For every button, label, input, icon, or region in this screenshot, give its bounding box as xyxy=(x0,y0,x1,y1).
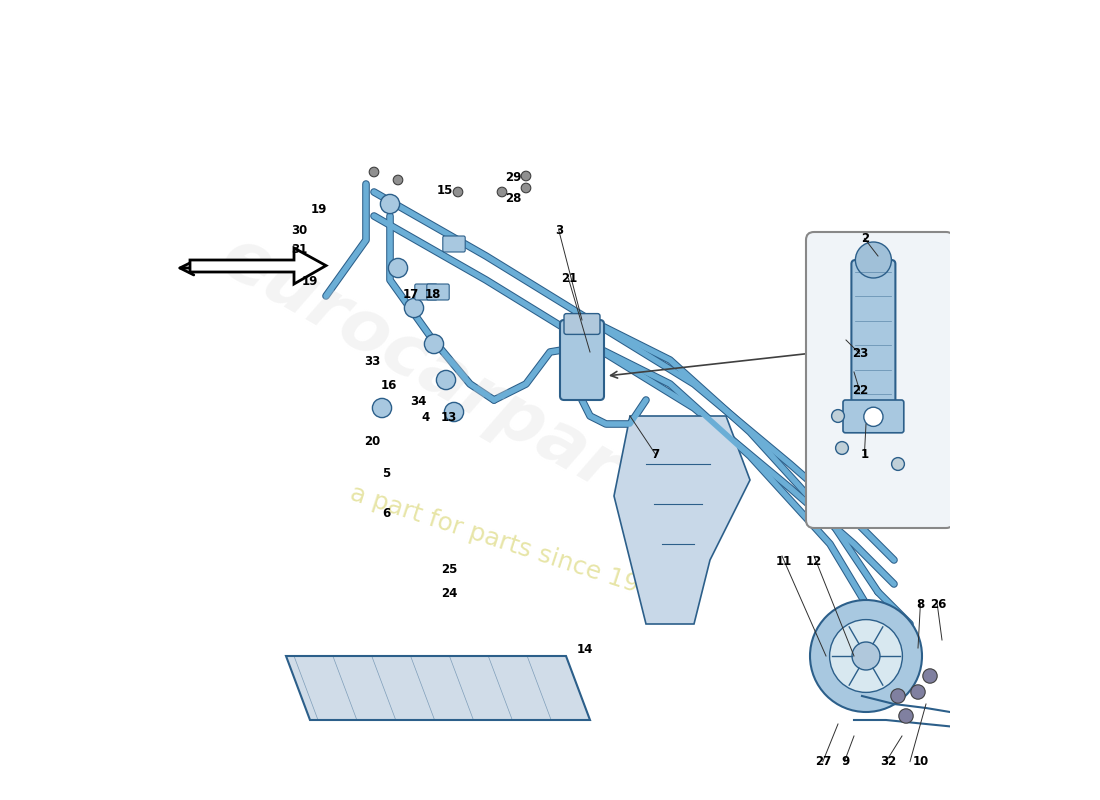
Text: 26: 26 xyxy=(930,598,946,610)
Text: 2: 2 xyxy=(861,232,869,245)
Text: 21: 21 xyxy=(561,272,578,285)
Circle shape xyxy=(911,685,925,699)
FancyBboxPatch shape xyxy=(843,400,904,433)
Circle shape xyxy=(892,458,904,470)
Text: 15: 15 xyxy=(437,184,452,197)
Text: 13: 13 xyxy=(441,411,458,424)
Polygon shape xyxy=(614,416,750,624)
Text: 14: 14 xyxy=(576,643,593,656)
Circle shape xyxy=(405,298,424,318)
Text: 10: 10 xyxy=(912,755,928,768)
Text: 34: 34 xyxy=(410,395,427,408)
Text: 11: 11 xyxy=(776,555,792,568)
Text: 20: 20 xyxy=(364,435,381,448)
FancyBboxPatch shape xyxy=(443,236,465,252)
Text: 23: 23 xyxy=(852,347,869,360)
FancyBboxPatch shape xyxy=(806,232,954,528)
FancyBboxPatch shape xyxy=(560,320,604,400)
Text: 6: 6 xyxy=(382,507,390,520)
Text: 19: 19 xyxy=(301,275,318,288)
Circle shape xyxy=(437,370,455,390)
Text: 4: 4 xyxy=(421,411,429,424)
Text: 17: 17 xyxy=(403,288,419,301)
Text: 19: 19 xyxy=(310,203,327,216)
Text: 29: 29 xyxy=(505,171,521,184)
Circle shape xyxy=(899,709,913,723)
Text: 24: 24 xyxy=(441,587,458,600)
Polygon shape xyxy=(286,656,590,720)
Circle shape xyxy=(891,689,905,703)
Circle shape xyxy=(521,183,531,193)
Text: 30: 30 xyxy=(292,224,308,237)
Text: a part for parts since 1985: a part for parts since 1985 xyxy=(348,481,672,607)
Polygon shape xyxy=(190,248,326,284)
Circle shape xyxy=(864,407,883,426)
FancyBboxPatch shape xyxy=(564,314,600,334)
Circle shape xyxy=(373,398,392,418)
Circle shape xyxy=(852,642,880,670)
Circle shape xyxy=(381,194,399,214)
Circle shape xyxy=(388,258,408,278)
Circle shape xyxy=(856,242,891,278)
Circle shape xyxy=(923,669,937,683)
Circle shape xyxy=(497,187,507,197)
Text: 1: 1 xyxy=(861,448,869,461)
Text: 8: 8 xyxy=(916,598,924,610)
Circle shape xyxy=(453,187,463,197)
Text: 32: 32 xyxy=(880,755,896,768)
Text: 31: 31 xyxy=(292,243,308,256)
Circle shape xyxy=(829,619,902,692)
Text: 27: 27 xyxy=(815,755,832,768)
Text: 5: 5 xyxy=(382,467,390,480)
FancyBboxPatch shape xyxy=(851,260,895,406)
Circle shape xyxy=(444,402,463,422)
Circle shape xyxy=(521,171,531,181)
Circle shape xyxy=(370,167,378,177)
Circle shape xyxy=(425,334,443,354)
Circle shape xyxy=(832,410,845,422)
Text: 33: 33 xyxy=(364,355,381,368)
Text: 18: 18 xyxy=(425,288,441,301)
FancyBboxPatch shape xyxy=(415,284,437,300)
Text: 16: 16 xyxy=(381,379,397,392)
FancyBboxPatch shape xyxy=(427,284,449,300)
Text: 3: 3 xyxy=(556,224,563,237)
Text: 9: 9 xyxy=(842,755,849,768)
Circle shape xyxy=(810,600,922,712)
Text: 22: 22 xyxy=(852,384,869,397)
Text: 7: 7 xyxy=(651,448,660,461)
Text: eurocarparts: eurocarparts xyxy=(209,222,700,546)
Circle shape xyxy=(393,175,403,185)
Text: 12: 12 xyxy=(806,555,822,568)
Text: 25: 25 xyxy=(441,563,458,576)
Text: 28: 28 xyxy=(505,192,521,205)
Circle shape xyxy=(836,442,848,454)
